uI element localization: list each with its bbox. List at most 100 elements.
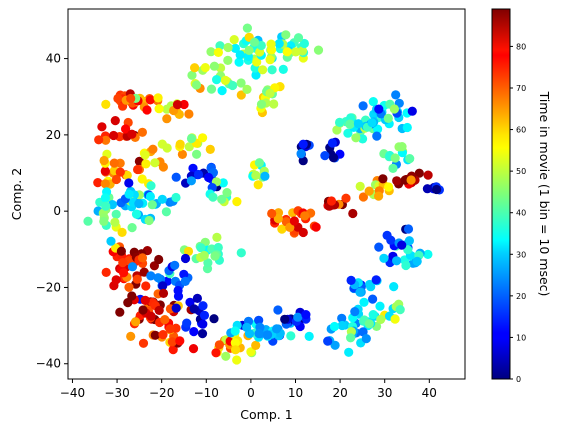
scatter-point: [94, 135, 104, 145]
scatter-point: [242, 84, 252, 94]
scatter-point: [199, 250, 209, 261]
scatter-point: [141, 281, 151, 291]
scatter-point: [145, 191, 155, 202]
scatter-point: [414, 168, 424, 178]
scatter-point: [110, 217, 120, 227]
scatter-point: [168, 345, 178, 355]
scatter-point: [165, 324, 175, 334]
scatter-point: [158, 330, 168, 340]
scatter-point: [353, 119, 363, 129]
scatter-point: [217, 194, 227, 204]
scatter-point: [100, 179, 110, 189]
scatter-point: [100, 166, 110, 176]
scatter-point: [267, 208, 277, 219]
scatter-point: [100, 193, 110, 203]
scatter-point: [200, 63, 210, 73]
scatter-point: [126, 93, 136, 104]
scatter-point: [278, 64, 288, 74]
scatter-point: [146, 311, 156, 321]
scatter-point: [378, 174, 388, 184]
x-tick-label: 30: [377, 386, 392, 400]
colorbar-tick-label: 60: [516, 126, 526, 135]
scatter-point: [244, 45, 254, 56]
scatter-point: [390, 314, 400, 324]
scatter-point: [204, 172, 214, 183]
scatter-point: [154, 254, 164, 265]
scatter-point: [273, 305, 283, 315]
scatter-point: [188, 163, 198, 173]
scatter-point: [423, 249, 433, 259]
scatter-point: [124, 189, 134, 199]
scatter-point: [405, 154, 415, 164]
scatter-point: [213, 47, 223, 58]
scatter-point: [323, 336, 333, 346]
scatter-point: [167, 337, 177, 347]
scatter-point: [183, 246, 194, 256]
scatter-point: [364, 319, 374, 329]
scatter-point: [145, 95, 155, 105]
scatter-point: [212, 75, 222, 85]
scatter-point: [205, 144, 215, 154]
scatter-point: [299, 38, 309, 49]
scatter-point: [401, 260, 411, 271]
scatter-point: [335, 117, 345, 127]
scatter-point: [412, 256, 422, 266]
scatter-point: [296, 149, 306, 159]
scatter-point: [222, 188, 232, 198]
scatter-point: [148, 144, 158, 154]
scatter-point: [171, 192, 181, 203]
scatter-point: [137, 174, 147, 184]
scatter-point: [281, 30, 291, 40]
scatter-point: [254, 158, 264, 168]
scatter-point: [359, 297, 369, 307]
scatter-point: [177, 149, 187, 159]
scatter-point: [106, 236, 116, 246]
scatter-point: [355, 287, 365, 297]
colorbar-ticks: 0 10 20 30 40 50 60 70 80: [510, 42, 526, 384]
scatter-point: [343, 128, 353, 138]
scatter-point: [131, 317, 141, 327]
scatter-point: [93, 178, 103, 188]
scatter-point: [344, 347, 354, 357]
colorbar-tick-label: 80: [516, 42, 526, 51]
scatter-point: [291, 47, 301, 57]
scatter-point: [193, 169, 204, 180]
scatter-point: [113, 93, 123, 104]
scatter-point: [364, 186, 374, 196]
colorbar: [491, 8, 511, 380]
scatter-point: [115, 167, 125, 177]
scatter-point: [140, 150, 150, 160]
colorbar-tick-label: 20: [516, 292, 526, 301]
scatter-point: [280, 314, 290, 324]
scatter-point: [199, 310, 210, 320]
scatter-point: [330, 340, 340, 350]
scatter-point: [232, 355, 242, 365]
scatter-point: [134, 199, 144, 209]
colorbar-tick-label: 70: [516, 84, 526, 93]
scatter-point: [146, 271, 156, 281]
scatter-point: [171, 303, 181, 313]
scatter-point: [293, 312, 303, 322]
y-axis-ticks: −40 −20 0 20 40: [36, 52, 68, 371]
scatter-point: [179, 99, 189, 110]
scatter-point: [211, 348, 221, 358]
scatter-point: [403, 224, 414, 234]
scatter-point: [234, 57, 244, 67]
scatter-point: [121, 124, 131, 134]
scatter-point: [217, 86, 227, 96]
scatter-point: [147, 200, 157, 210]
scatter-point: [311, 222, 321, 232]
scatter-point: [228, 80, 238, 91]
scatter-point: [368, 310, 378, 320]
scatter-point: [236, 78, 246, 88]
scatter-point: [110, 116, 120, 126]
scatter-point: [230, 43, 240, 54]
scatter-point: [230, 345, 241, 355]
x-tick-label: 40: [422, 386, 437, 400]
x-tick-label: 10: [288, 386, 303, 400]
scatter-point: [221, 351, 231, 361]
x-tick-label: −40: [60, 386, 85, 400]
scatter-point: [374, 242, 384, 252]
x-axis-ticks: −40 −30 −20 −10 0 10 20 30 40: [60, 379, 437, 400]
